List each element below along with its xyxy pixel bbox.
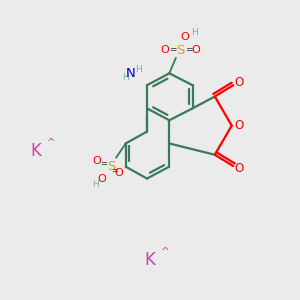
Text: O: O — [234, 162, 243, 175]
Text: K: K — [30, 142, 41, 160]
Text: O: O — [114, 168, 123, 178]
Text: ^: ^ — [161, 247, 170, 257]
Text: S: S — [176, 44, 185, 57]
Text: =: = — [169, 45, 177, 54]
Text: S: S — [107, 160, 116, 173]
Text: O: O — [235, 119, 244, 132]
Text: N: N — [126, 67, 136, 80]
Text: H: H — [135, 65, 142, 74]
Text: O: O — [161, 45, 170, 55]
Text: ^: ^ — [46, 138, 56, 148]
Text: =: = — [184, 45, 192, 54]
Text: O: O — [98, 174, 106, 184]
Text: H: H — [122, 73, 129, 82]
Text: H: H — [191, 28, 198, 38]
Text: =: = — [111, 166, 118, 175]
Text: O: O — [192, 45, 200, 55]
Text: K: K — [145, 251, 155, 269]
Text: O: O — [234, 76, 243, 89]
Text: O: O — [181, 32, 189, 42]
Text: H: H — [92, 180, 99, 189]
Text: O: O — [93, 156, 101, 166]
Text: =: = — [100, 159, 107, 168]
